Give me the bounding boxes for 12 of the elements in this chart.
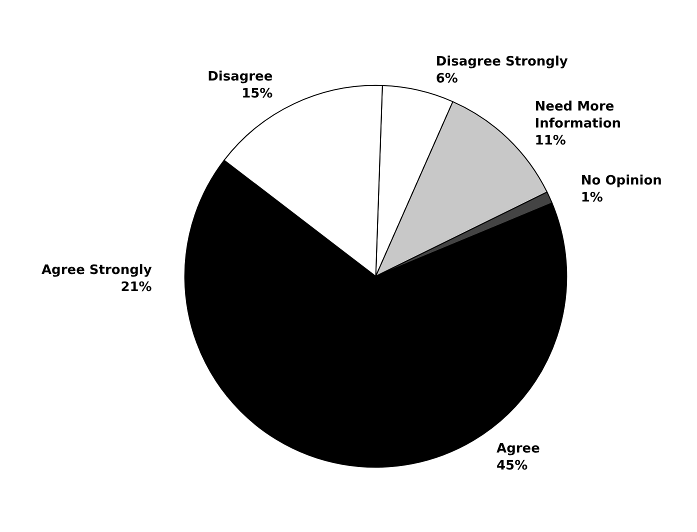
slice-label: Agree Strongly bbox=[41, 262, 152, 278]
slice-label: Agree bbox=[496, 442, 540, 457]
data-label: 6% bbox=[436, 72, 458, 87]
data-label: 45% bbox=[496, 458, 528, 474]
slice-label: No Opinion bbox=[580, 173, 662, 188]
slice-label: Disagree bbox=[208, 70, 273, 85]
data-label: 15% bbox=[242, 86, 273, 102]
slice-label: Disagree Strongly bbox=[436, 54, 568, 70]
slice-label: Need More Information bbox=[534, 100, 622, 132]
data-label: 1% bbox=[580, 190, 603, 206]
data-label: 21% bbox=[120, 280, 152, 295]
data-label: 11% bbox=[534, 134, 566, 149]
